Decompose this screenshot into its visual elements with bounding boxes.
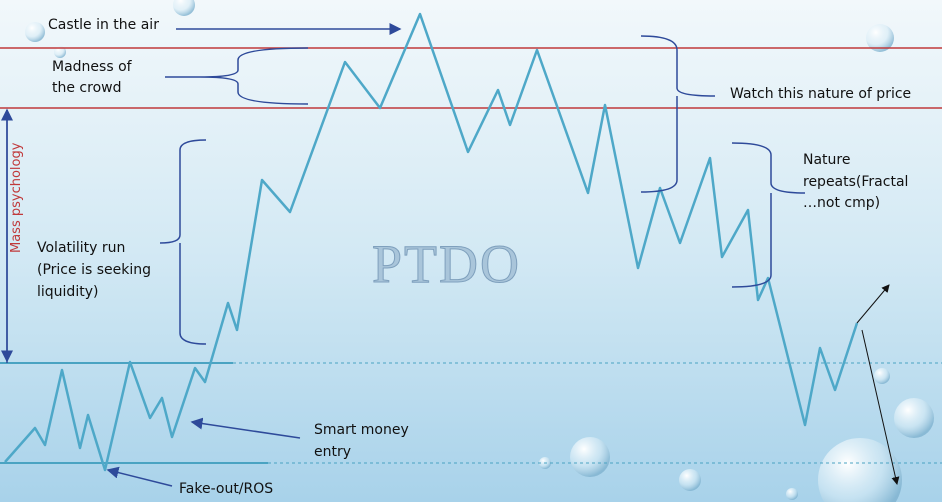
nature-label: …not cmp) — [803, 195, 880, 211]
madness-brace — [165, 47, 309, 105]
bubbles — [25, 0, 934, 502]
up-arrow — [856, 284, 890, 324]
madness-label: Madness of — [52, 59, 133, 75]
mass-label: Mass psychology — [9, 142, 24, 253]
nature-brace — [731, 142, 806, 288]
watch-brace — [640, 35, 716, 193]
nature-label: Nature — [803, 152, 850, 168]
watch-label: Watch this nature of price — [730, 86, 911, 102]
smart-arrow — [190, 417, 301, 439]
down-arrow — [861, 329, 900, 485]
watermark: PTDO — [372, 234, 521, 294]
price-line — [4, 12, 859, 472]
volatility-brace — [159, 139, 207, 345]
nature-label: repeats(Fractal — [803, 174, 908, 190]
madness-label: the crowd — [52, 80, 121, 96]
volatility-label: Volatility run — [37, 240, 125, 256]
castle-label: Castle in the air — [48, 17, 159, 33]
volatility-label: (Price is seeking — [37, 262, 151, 278]
fakeout-arrow — [106, 466, 173, 487]
volatility-label: liquidity) — [37, 284, 98, 300]
smart-label: entry — [314, 444, 351, 460]
smart-label: Smart money — [314, 422, 409, 438]
fakeout-label: Fake-out/ROS — [179, 481, 273, 497]
